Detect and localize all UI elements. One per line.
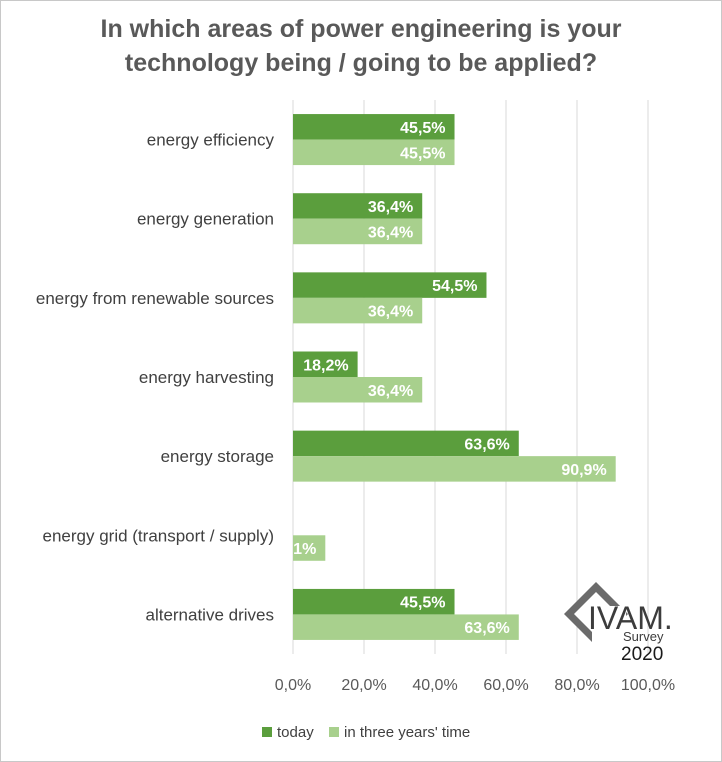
bar-today — [293, 588, 455, 615]
category-label: energy generation — [137, 210, 274, 229]
bar-three-years — [293, 535, 326, 561]
x-tick-label: 40,0% — [412, 677, 457, 694]
data-label: 45,5% — [400, 145, 445, 162]
chart-title-line-2: technology being / going to be applied? — [124, 49, 598, 77]
category-label: energy from renewable sources — [36, 289, 274, 308]
year-text: 2020 — [621, 644, 663, 665]
bar-today — [293, 272, 487, 298]
ivam-logo-mark — [564, 582, 628, 654]
data-label: 9,1% — [280, 541, 316, 558]
category-label: alternative drives — [145, 605, 274, 624]
category-label: energy efficiency — [147, 131, 275, 150]
bar-today — [293, 193, 423, 219]
data-label: 63,6% — [464, 620, 509, 637]
x-tick-label: 60,0% — [483, 677, 528, 694]
data-label: 36,4% — [368, 224, 413, 241]
bar-today — [293, 430, 519, 457]
bar-three-years — [293, 218, 423, 245]
bar-three-years — [293, 297, 423, 324]
x-tick-label: 80,0% — [554, 677, 599, 694]
chart-title-line-1: In which areas of power engineering is y… — [100, 15, 622, 43]
data-label: 45,5% — [400, 595, 445, 612]
category-label: energy harvesting — [139, 368, 274, 387]
data-label: 90,9% — [561, 462, 606, 479]
bar-three-years — [293, 456, 616, 482]
category-label: energy grid (transport / supply) — [43, 526, 275, 545]
bar-today — [293, 114, 455, 140]
bars: 45,5% 45,5% 36,4% 36,4% 54,5% 36,4% 18,2% 36,4%… — [280, 114, 616, 640]
data-label: 36,4% — [368, 304, 413, 321]
data-label: 18,2% — [303, 357, 348, 374]
ivam-logo-text: IVAM. — [588, 600, 673, 636]
data-label: 36,4% — [368, 383, 413, 400]
bar-three-years — [293, 614, 519, 640]
x-tick-label: 20,0% — [341, 677, 386, 694]
bar-three-years — [293, 139, 455, 166]
legend-swatch-1 — [329, 727, 339, 737]
data-label: 36,4% — [368, 199, 413, 216]
x-tick-label: 0,0% — [275, 677, 311, 694]
x-tick-label: 100,0% — [621, 677, 675, 694]
category-labels: energy efficiency energy generation energy… — [36, 131, 275, 625]
ivam-survey-logo: IVAM. Survey 2020 — [564, 582, 673, 665]
bar-today — [293, 351, 358, 377]
data-label: 63,6% — [464, 436, 509, 453]
legend-label-1: in three years' time — [344, 724, 470, 741]
x-tick-labels: 0,0% 20,0% 40,0% 60,0% 80,0% 100,0% — [275, 677, 675, 694]
survey-text: Survey — [623, 629, 664, 644]
data-label: 54,5% — [432, 278, 477, 295]
legend-label-0: today — [277, 724, 314, 741]
legend-swatch-0 — [262, 727, 272, 737]
data-label: 45,5% — [400, 120, 445, 137]
bar-three-years — [293, 377, 423, 403]
chart-title: In which areas of power engineering is y… — [0, 12, 722, 80]
legend: today in three years' time — [262, 724, 470, 741]
category-label: energy storage — [161, 447, 274, 466]
